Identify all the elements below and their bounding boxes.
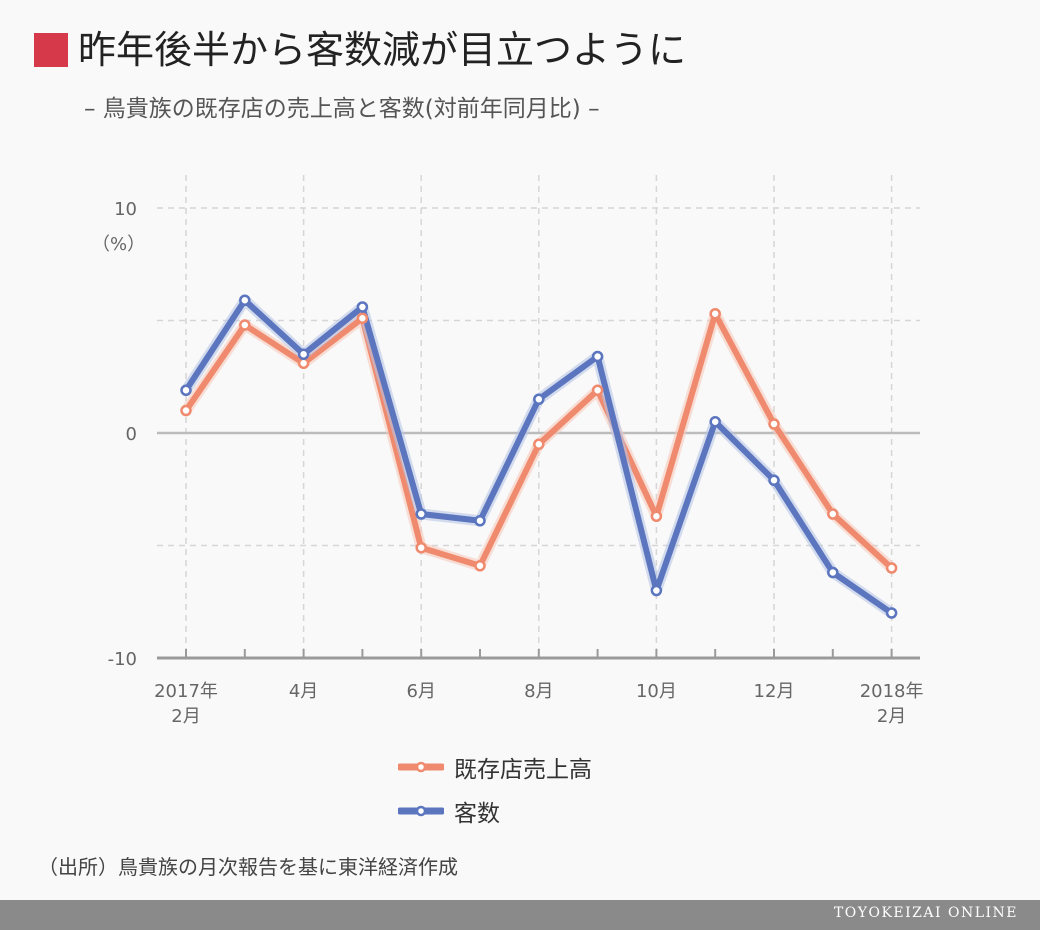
series-1-point (768, 474, 780, 486)
series-0-point (356, 312, 369, 324)
series-0-point (415, 542, 427, 554)
series-0-point (827, 508, 839, 520)
x-tick-label: 4月 (289, 681, 318, 702)
legend-item-customers: 客数 (398, 789, 592, 833)
y-tick-label: 10 (114, 199, 137, 220)
series-1-point (415, 508, 427, 520)
x-tick-label: 12月 (754, 681, 795, 702)
series-0-point (768, 418, 780, 430)
line-chart: 10 0 -10 （%） 2017年 2月 4月 6月 8月 10月 12月 2018年 2月 (92, 175, 924, 727)
legend-swatch-customers (398, 805, 444, 817)
legend-item-sales: 既存店売上高 (398, 745, 592, 789)
series-1-point (474, 515, 486, 527)
series-0-point (297, 357, 310, 369)
title-square-icon (34, 33, 68, 67)
series-1-point (650, 584, 663, 597)
footer-brand: TOYOKEIZAI ONLINE (833, 905, 1018, 921)
legend-label-sales: 既存店売上高 (454, 757, 592, 783)
series-0-point (533, 438, 545, 450)
legend-swatch-sales (398, 761, 444, 773)
axis-layer (157, 431, 920, 660)
series-0-point (180, 404, 192, 417)
y-tick-label: 0 (126, 424, 137, 445)
chart-subtitle: – 鳥貴族の既存店の売上高と客数(対前年同月比) – (84, 96, 600, 122)
series-1-point (709, 416, 721, 428)
series-0-point (239, 319, 251, 331)
x-tick-label: 2018年 (860, 681, 924, 702)
x-tick-label: 8月 (524, 681, 553, 702)
series-1-point (827, 566, 839, 579)
series-0-point (591, 384, 604, 396)
label-layer: 10 0 -10 （%） 2017年 2月 4月 6月 8月 10月 12月 2018年 2月 (92, 199, 924, 727)
series-1-point (885, 607, 898, 619)
title-row: 昨年後半から客数減が目立つように (34, 28, 686, 72)
source-note: （出所）鳥貴族の月次報告を基に東洋経済作成 (38, 855, 458, 879)
series-0-point (650, 510, 663, 522)
series-0-point (709, 308, 721, 320)
series-layer (180, 294, 898, 619)
y-unit-label: （%） (92, 234, 145, 255)
x-tick-label: 2月 (171, 706, 200, 727)
series-1-point (591, 350, 604, 363)
x-tick-label: 2017年 (154, 681, 218, 702)
x-tick-label: 2月 (877, 706, 906, 727)
series-1-point (297, 348, 310, 360)
y-tick-label: -10 (108, 649, 137, 670)
series-1-point (239, 294, 251, 306)
series-1-point (356, 301, 369, 313)
footer-bar: TOYOKEIZAI ONLINE (0, 900, 1040, 930)
series-0-point (474, 560, 486, 572)
chart-title: 昨年後半から客数減が目立つように (78, 28, 687, 72)
x-tick-label: 10月 (636, 681, 677, 702)
grid-layer (157, 175, 920, 658)
series-1-point (533, 393, 545, 405)
series-1-point (180, 384, 192, 396)
x-tick-label: 6月 (406, 681, 435, 702)
legend: 既存店売上高 客数 (398, 745, 592, 833)
legend-label-customers: 客数 (454, 801, 500, 827)
series-0-point (885, 562, 898, 574)
